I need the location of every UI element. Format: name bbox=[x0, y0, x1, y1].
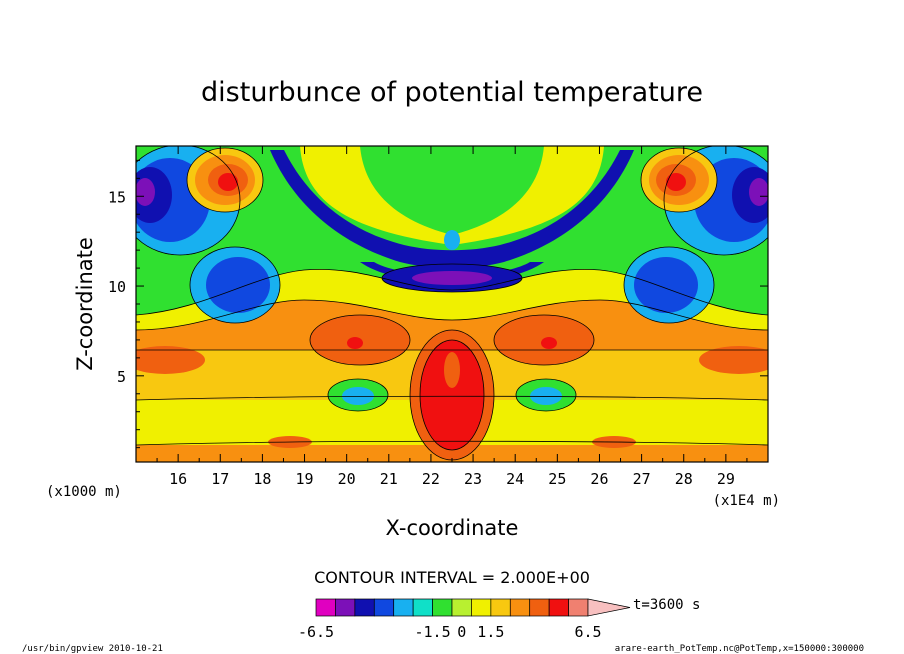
colorbar-cell bbox=[471, 598, 492, 617]
colorbar-cell bbox=[490, 598, 511, 617]
footer-left: /usr/bin/gpview 2010-10-21 bbox=[22, 644, 163, 654]
colorbar-cell bbox=[432, 598, 453, 617]
contour-interval: CONTOUR INTERVAL = 2.000E+00 bbox=[314, 568, 590, 587]
x-tick-label: 21 bbox=[380, 470, 398, 488]
time-label: t=3600 s bbox=[633, 597, 700, 613]
colorbar-cell bbox=[373, 598, 395, 617]
x-tick-label: 25 bbox=[548, 470, 566, 488]
colorbar-tick-label: 1.5 bbox=[477, 623, 504, 641]
colorbar-cell bbox=[509, 598, 531, 617]
y-tick-label: 5 bbox=[117, 368, 126, 386]
x-axis-label: X-coordinate bbox=[386, 516, 519, 540]
colorbar-cell bbox=[412, 598, 433, 617]
colorbar-cell bbox=[548, 598, 569, 617]
y-axis-ticks: 5 10 15 bbox=[108, 159, 768, 449]
colorbar-cell bbox=[354, 598, 375, 617]
colorbar-tick-labels: -6.5 -1.5 0 1.5 6.5 bbox=[298, 623, 602, 641]
x-tick-label: 18 bbox=[253, 470, 271, 488]
z-unit-label: (x1000 m) bbox=[46, 484, 122, 500]
x-tick-label: 27 bbox=[633, 470, 651, 488]
chart-title: disturbunce of potential temperature bbox=[201, 77, 703, 108]
contour-lines bbox=[136, 146, 768, 461]
x-tick-label: 23 bbox=[464, 470, 482, 488]
x-tick-label: 20 bbox=[338, 470, 356, 488]
colorbar-tick-label: -6.5 bbox=[298, 623, 334, 641]
y-tick-label: 15 bbox=[108, 188, 126, 206]
x-tick-label: 29 bbox=[717, 470, 735, 488]
x-axis-ticks: 16 17 18 19 20 21 22 23 24 25 26 27 28 29 bbox=[156, 146, 748, 488]
colorbar-cell bbox=[335, 598, 356, 617]
x-tick-label: 24 bbox=[506, 470, 524, 488]
x-tick-label: 26 bbox=[590, 470, 608, 488]
colorbar bbox=[315, 598, 631, 617]
contour-field bbox=[136, 146, 768, 462]
x-tick-label: 22 bbox=[422, 470, 440, 488]
colorbar-tick-label: 0 bbox=[457, 623, 466, 641]
x-tick-label: 16 bbox=[169, 470, 187, 488]
x-tick-label: 19 bbox=[296, 470, 314, 488]
colorbar-cell bbox=[315, 598, 336, 617]
colorbar-tick-label: -1.5 bbox=[415, 623, 451, 641]
colorbar-cell bbox=[529, 598, 550, 617]
x-unit-label: (x1E4 m) bbox=[713, 493, 780, 509]
colorbar-cell bbox=[568, 598, 589, 617]
y-tick-label: 10 bbox=[108, 278, 126, 296]
colorbar-cell bbox=[393, 598, 414, 617]
y-axis-label: Z-coordinate bbox=[73, 237, 97, 371]
colorbar-extend-arrow bbox=[587, 598, 631, 617]
colorbar-cell bbox=[451, 598, 472, 617]
x-tick-label: 28 bbox=[675, 470, 693, 488]
colorbar-tick-label: 6.5 bbox=[574, 623, 601, 641]
footer-right: arare-earth_PotTemp.nc@PotTemp,x=150000:… bbox=[615, 644, 864, 654]
x-tick-label: 17 bbox=[211, 470, 229, 488]
